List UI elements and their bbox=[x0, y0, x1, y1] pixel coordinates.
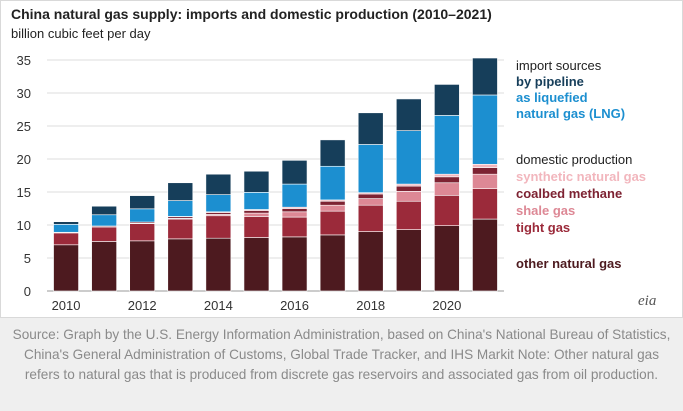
chart-title: China natural gas supply: imports and do… bbox=[11, 6, 492, 22]
bar-segment bbox=[357, 231, 384, 292]
legend-other: other natural gas bbox=[516, 256, 621, 271]
bar-segment bbox=[434, 195, 460, 226]
bar-segment bbox=[472, 94, 498, 165]
bar-segment bbox=[129, 223, 156, 242]
bar-segment bbox=[129, 208, 156, 223]
bar-segment bbox=[243, 192, 270, 210]
bar-segment bbox=[434, 84, 460, 116]
bar-segment bbox=[472, 173, 498, 189]
y-tick-label: 5 bbox=[24, 251, 31, 266]
bar-segment bbox=[472, 163, 498, 168]
bar-segment bbox=[243, 212, 270, 217]
y-tick-label: 35 bbox=[17, 53, 31, 68]
bar-segment bbox=[319, 204, 346, 212]
bar-segment bbox=[357, 144, 384, 193]
bar-segment bbox=[167, 218, 194, 240]
bar-segment bbox=[53, 221, 79, 225]
bar-segment bbox=[281, 216, 308, 238]
bar-segment bbox=[129, 240, 156, 292]
bar-segment bbox=[472, 57, 498, 96]
source-note: Source: Graph by the U.S. Energy Informa… bbox=[0, 318, 683, 411]
bar-segment bbox=[91, 214, 117, 227]
bar-segment bbox=[434, 115, 460, 175]
y-tick-label: 20 bbox=[17, 152, 31, 167]
bar-segment bbox=[395, 185, 422, 192]
bar-segment bbox=[472, 167, 498, 175]
bar-segment bbox=[53, 232, 79, 246]
bar-segment bbox=[53, 224, 79, 233]
bar-segment bbox=[53, 244, 79, 292]
bar-segment bbox=[281, 183, 308, 208]
bar-segment bbox=[129, 195, 156, 210]
bar-segment bbox=[281, 160, 308, 185]
x-tick-label: 2012 bbox=[128, 298, 157, 313]
bar-segment bbox=[319, 200, 346, 206]
bar-segment bbox=[319, 210, 346, 236]
x-tick-label: 2018 bbox=[356, 298, 385, 313]
legend-header-imports: import sources bbox=[516, 58, 602, 73]
eia-logo: eia bbox=[638, 293, 657, 309]
bar-segment bbox=[91, 205, 117, 216]
bar-segment bbox=[243, 216, 270, 238]
legend-tight: tight gas bbox=[516, 220, 570, 235]
bar-segment bbox=[395, 191, 422, 202]
x-tick-label: 2020 bbox=[432, 298, 461, 313]
bar-segment bbox=[357, 112, 384, 145]
legend-header-domestic: domestic production bbox=[516, 152, 632, 167]
bar-segment bbox=[205, 215, 232, 239]
bar-segment bbox=[395, 200, 422, 230]
bar-segment bbox=[357, 193, 384, 199]
chart-subtitle: billion cubic feet per day bbox=[11, 26, 151, 41]
bar-segment bbox=[167, 182, 194, 201]
bar-segment bbox=[281, 208, 308, 213]
bar-segment bbox=[205, 173, 232, 195]
y-tick-label: 0 bbox=[24, 284, 31, 299]
legend-by-pipeline: by pipeline bbox=[516, 74, 584, 89]
bar-segment bbox=[281, 236, 308, 292]
legend-synthetic: synthetic natural gas bbox=[516, 169, 646, 184]
bar-segment bbox=[434, 182, 460, 196]
bar-segment bbox=[357, 204, 384, 232]
bar-segment bbox=[167, 238, 194, 292]
y-tick-label: 25 bbox=[17, 119, 31, 134]
bar-segment bbox=[357, 198, 384, 206]
bar-segment bbox=[319, 234, 346, 292]
bar-segment bbox=[243, 237, 270, 292]
bar-segment bbox=[91, 226, 117, 242]
bar-segment bbox=[205, 237, 232, 292]
bar-segment bbox=[319, 139, 346, 167]
bar-segment bbox=[319, 165, 346, 201]
y-tick-label: 10 bbox=[17, 218, 31, 233]
bar-segment bbox=[243, 170, 270, 193]
bar-segment bbox=[434, 173, 460, 178]
bar-segment bbox=[395, 229, 422, 292]
y-tick-label: 15 bbox=[17, 185, 31, 200]
bar-segment bbox=[434, 225, 460, 292]
bar-segment bbox=[205, 194, 232, 213]
chart-card: China natural gas supply: imports and do… bbox=[0, 0, 683, 318]
bar-segment bbox=[395, 130, 422, 185]
bar-segment bbox=[91, 241, 117, 292]
x-tick-label: 2016 bbox=[280, 298, 309, 313]
bar-segment bbox=[472, 188, 498, 220]
y-tick-label: 30 bbox=[17, 86, 31, 101]
bar-segment bbox=[395, 98, 422, 131]
legend-lng-line2: natural gas (LNG) bbox=[516, 106, 625, 121]
bar-segment bbox=[167, 200, 194, 217]
bar-segment bbox=[243, 210, 270, 214]
bar-segment bbox=[281, 211, 308, 218]
bar-segment bbox=[472, 218, 498, 292]
legend-coalbed: coalbed methane bbox=[516, 186, 622, 201]
stacked-bar-chart: 0 5 10 15 20 25 30 35 2010 2012 2014 2016 2018 2020 im… bbox=[17, 53, 647, 313]
legend-shale: shale gas bbox=[516, 203, 575, 218]
x-tick-label: 2010 bbox=[52, 298, 81, 313]
bar-segment bbox=[434, 176, 460, 184]
legend-lng-line1: as liquefied bbox=[516, 90, 588, 105]
x-tick-label: 2014 bbox=[204, 298, 233, 313]
